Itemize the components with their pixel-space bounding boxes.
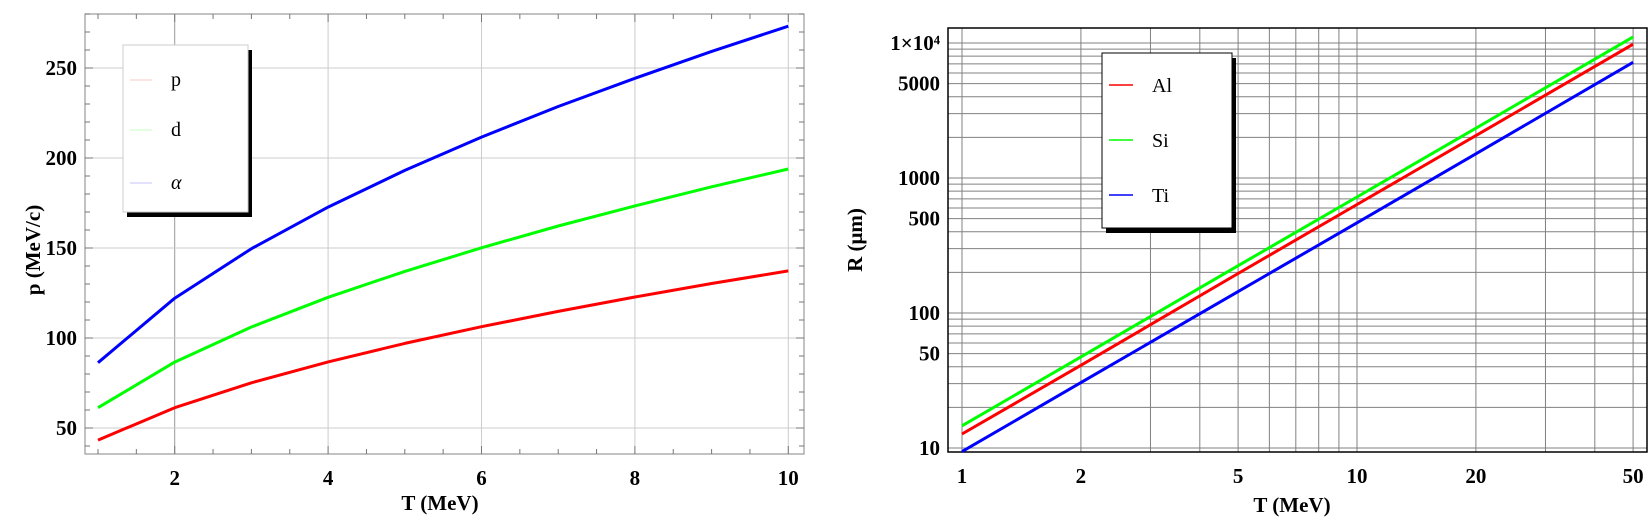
- y-tick-label: 5000: [898, 72, 940, 96]
- series-line-Ti: [961, 61, 1634, 453]
- y-tick-label: 1×10⁴: [890, 31, 940, 55]
- series-line-p: [97, 269, 789, 442]
- x-tick-label: 10: [778, 466, 799, 490]
- range-chart: 1 2 5 10 20 50 10 50 100 500 1000 5000 1×10⁴ T (MeV) R…: [843, 27, 1648, 517]
- x-axis-label: T (MeV): [401, 491, 478, 515]
- x-tick-label: 6: [476, 466, 487, 490]
- series-line-Al: [961, 42, 1634, 436]
- x-tick-label: 8: [630, 466, 641, 490]
- x-tick-label: 4: [323, 466, 334, 490]
- x-tick-label: 50: [1623, 464, 1644, 488]
- legend-label: Ti: [1152, 185, 1170, 207]
- plot-frame: [947, 27, 1648, 453]
- x-tick-label: 2: [1076, 464, 1087, 488]
- y-tick-label: 50: [919, 342, 940, 366]
- x-tick-label: 2: [169, 466, 180, 490]
- y-tick-label: 500: [909, 207, 941, 231]
- y-axis-label: p (MeV/c): [21, 205, 45, 295]
- y-tick-label: 50: [56, 416, 77, 440]
- y-tick-label: 100: [46, 326, 78, 350]
- legend-label: Al: [1152, 75, 1172, 97]
- x-tick-label: 5: [1233, 464, 1244, 488]
- legend-label: Si: [1152, 130, 1169, 152]
- x-tick-label: 10: [1347, 464, 1368, 488]
- y-axis-label: R (μm): [843, 208, 867, 272]
- y-tick-label: 1000: [898, 166, 940, 190]
- x-axis-label: T (MeV): [1253, 493, 1330, 517]
- legend-label: d: [171, 119, 181, 141]
- x-tick-label: 1: [957, 464, 968, 488]
- series-line-α: [97, 24, 789, 364]
- plot-frame: [84, 13, 805, 455]
- legend-box: [122, 44, 249, 213]
- series-line-d: [97, 167, 789, 409]
- y-tick-label: 250: [46, 56, 78, 80]
- y-tick-label: 200: [46, 146, 78, 170]
- y-tick-label: 150: [46, 236, 78, 260]
- legend-label: α: [171, 172, 182, 194]
- momentum-chart: 2 4 6 8 10 50 100 150 200 250 T (MeV) p (MeV/c) p d α: [21, 13, 805, 515]
- y-tick-label: 100: [909, 301, 941, 325]
- y-tick-label: 10: [919, 436, 940, 460]
- series-line-Si: [961, 35, 1634, 428]
- legend-label: p: [171, 69, 181, 91]
- x-tick-label: 20: [1465, 464, 1486, 488]
